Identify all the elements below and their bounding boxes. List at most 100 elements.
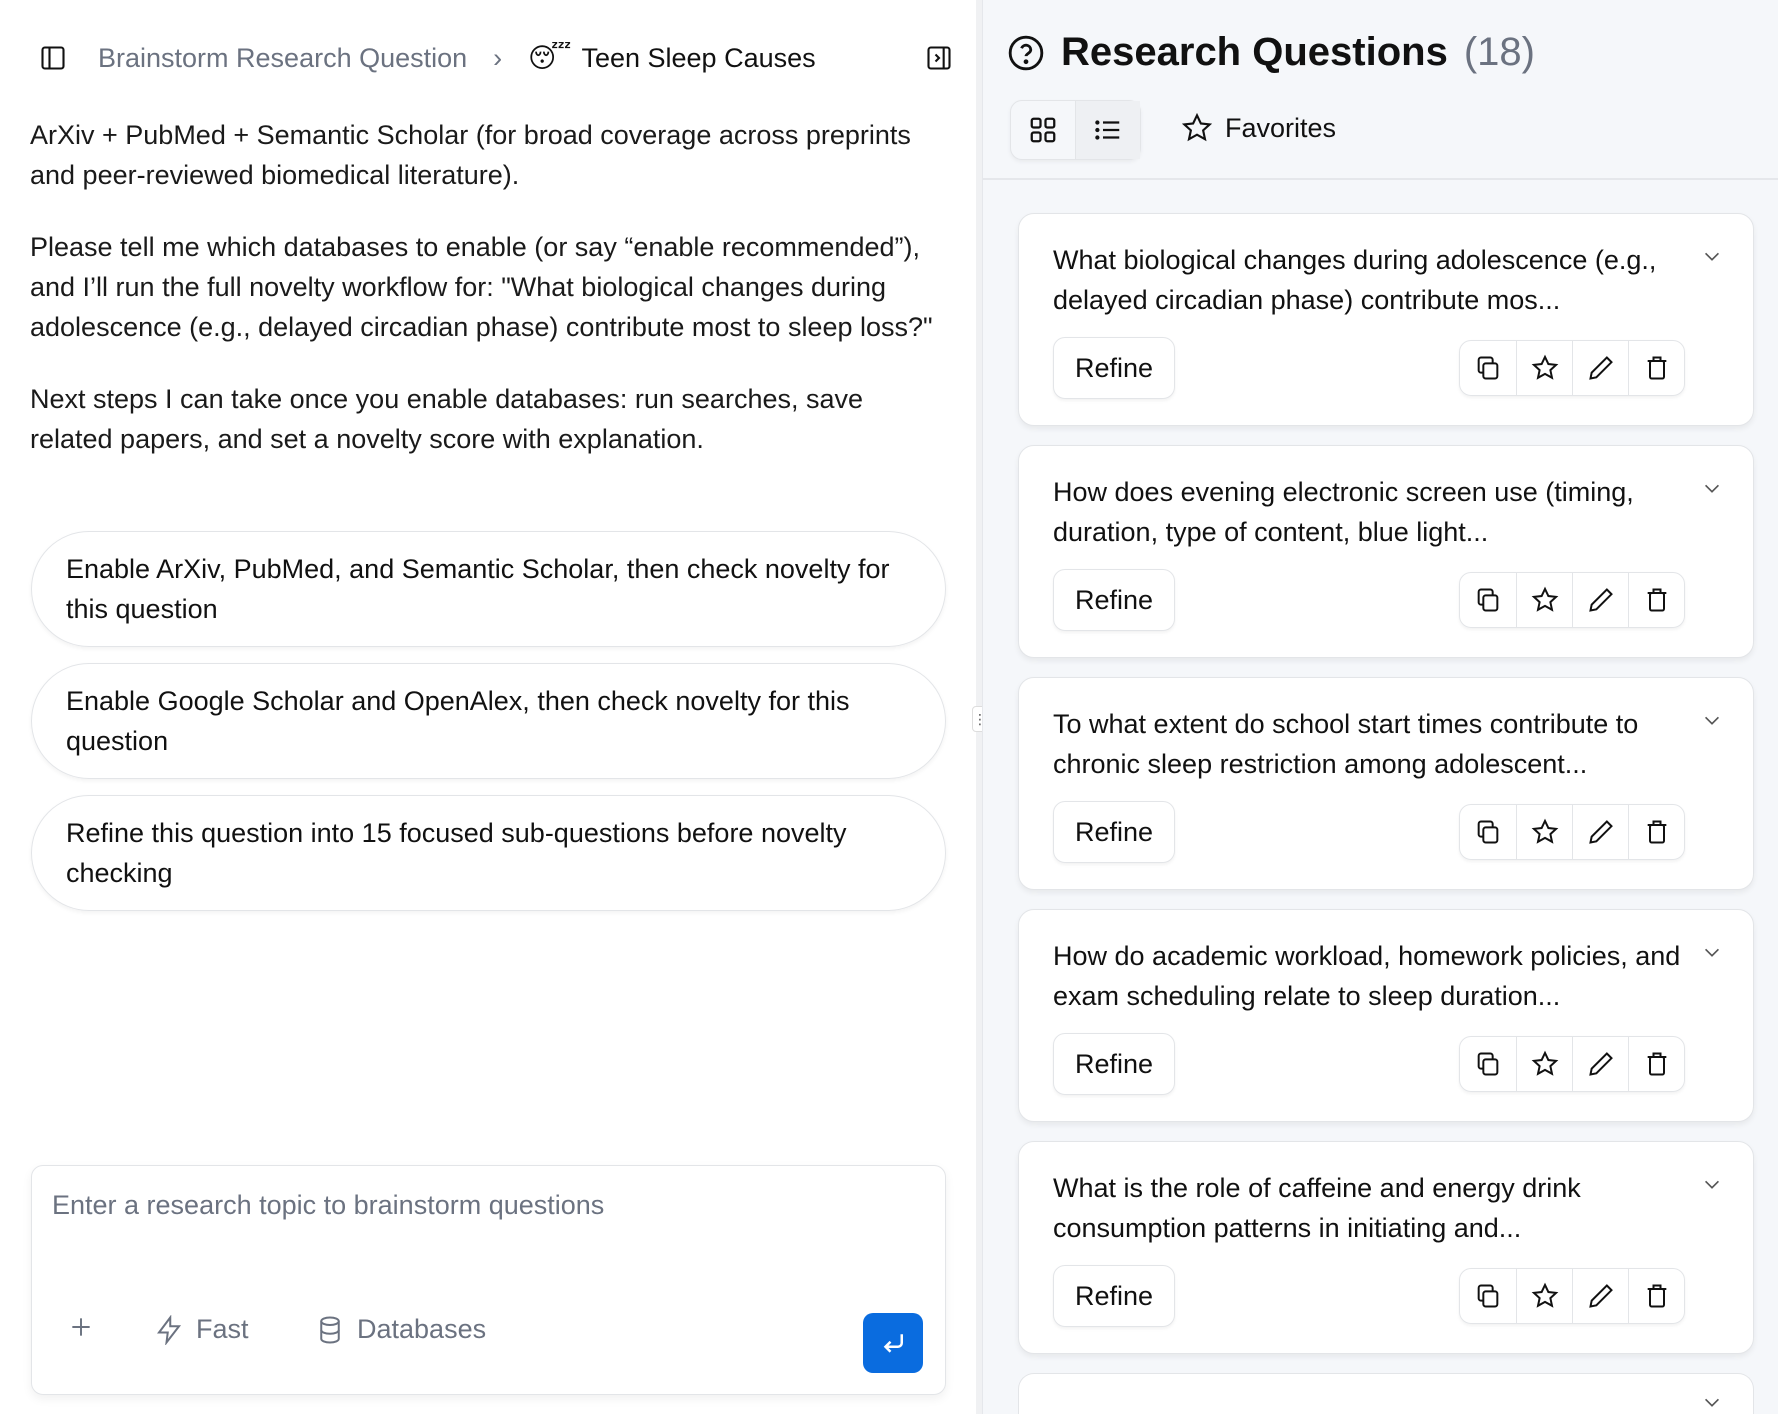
suggestion-chip[interactable]: Refine this question into 15 focused sub… [31,795,946,911]
chevron-down-icon[interactable] [1701,1392,1723,1414]
edit-button[interactable] [1572,1037,1628,1091]
edit-button[interactable] [1572,341,1628,395]
message-paragraph: Please tell me which databases to enable… [30,232,933,342]
message-paragraph: Next steps I can take once you enable da… [30,384,864,454]
question-card[interactable]: How does evening electronic screen use (… [1018,445,1754,658]
star-icon [1531,586,1559,614]
copy-icon [1474,1282,1502,1310]
chevron-down-icon[interactable] [1701,1174,1723,1196]
grid-icon [1030,117,1056,143]
question-card[interactable]: To what extent do school start times con… [1018,677,1754,890]
pencil-icon [1587,818,1615,846]
question-card[interactable] [1018,1373,1754,1414]
favorite-button[interactable] [1516,341,1572,395]
list-view-button[interactable] [1075,101,1140,159]
star-icon [1531,354,1559,382]
delete-button[interactable] [1628,1037,1684,1091]
refine-button[interactable]: Refine [1053,337,1176,399]
sidebar-toggle-icon[interactable] [38,43,68,73]
refine-button[interactable]: Refine [1053,569,1176,631]
favorite-button[interactable] [1516,573,1572,627]
add-button[interactable] [68,1314,94,1340]
send-button[interactable] [863,1313,923,1373]
refine-button[interactable]: Refine [1053,1033,1176,1095]
favorite-button[interactable] [1516,1037,1572,1091]
copy-button[interactable] [1460,573,1516,627]
question-text: To what extent do school start times con… [1053,709,1639,779]
chevron-down-icon[interactable] [1701,246,1723,268]
card-actions [1459,340,1685,396]
database-icon [320,1316,340,1344]
topic-input[interactable] [52,1190,912,1221]
question-text: How do academic workload, homework polic… [1053,941,1681,1011]
trash-icon [1643,354,1671,382]
view-toggle [1010,100,1141,160]
pencil-icon [1587,354,1615,382]
message-paragraph: ArXiv + PubMed + Semantic Scholar (for b… [30,120,911,190]
edit-button[interactable] [1572,1269,1628,1323]
edit-button[interactable] [1572,573,1628,627]
breadcrumb: Brainstorm Research Question › 😴 Teen Sl… [38,34,954,82]
pencil-icon [1587,586,1615,614]
suggestion-chip[interactable]: Enable Google Scholar and OpenAlex, then… [31,663,946,779]
card-actions [1459,804,1685,860]
pencil-icon [1587,1050,1615,1078]
panel-collapse-icon[interactable] [924,43,954,73]
card-actions [1459,1036,1685,1092]
chevron-down-icon[interactable] [1701,942,1723,964]
suggestion-chip[interactable]: Enable ArXiv, PubMed, and Semantic Schol… [31,531,946,647]
star-icon [1531,818,1559,846]
composer: Fast Databases [31,1165,946,1395]
delete-button[interactable] [1628,1269,1684,1323]
pencil-icon [1587,1282,1615,1310]
trash-icon [1643,818,1671,846]
trash-icon [1643,1050,1671,1078]
grid-view-button[interactable] [1011,101,1075,159]
chevron-right-icon: › [493,42,503,73]
lightning-icon [157,1314,182,1345]
panel-title: Research Questions [1061,30,1448,74]
breadcrumb-current: Teen Sleep Causes [581,42,816,73]
research-questions-panel: Research Questions (18) Favorites What b… [982,0,1778,1414]
favorite-button[interactable] [1516,1269,1572,1323]
fast-mode-button[interactable]: Fast [154,1314,249,1345]
list-icon [1095,120,1120,140]
copy-icon [1474,1050,1502,1078]
header-divider [983,178,1778,180]
delete-button[interactable] [1628,805,1684,859]
copy-icon [1474,354,1502,382]
star-icon [1531,1050,1559,1078]
databases-label: Databases [357,1314,487,1344]
question-circle-icon [1008,35,1044,70]
card-actions [1459,572,1685,628]
chat-panel: Brainstorm Research Question › 😴 Teen Sl… [30,34,954,1395]
assistant-message: ArXiv + PubMed + Semantic Scholar (for b… [30,115,950,491]
refine-button[interactable]: Refine [1053,1265,1176,1327]
favorites-filter[interactable]: Favorites [1181,112,1336,144]
chevron-down-icon[interactable] [1701,478,1723,500]
question-text: What is the role of caffeine and energy … [1053,1173,1581,1243]
copy-button[interactable] [1460,805,1516,859]
fast-label: Fast [196,1314,249,1344]
copy-button[interactable] [1460,1037,1516,1091]
delete-button[interactable] [1628,573,1684,627]
breadcrumb-parent[interactable]: Brainstorm Research Question [98,42,468,73]
copy-button[interactable] [1460,341,1516,395]
copy-icon [1474,818,1502,846]
question-text: How does evening electronic screen use (… [1053,477,1634,547]
enter-icon [883,1334,903,1353]
databases-button[interactable]: Databases [315,1314,486,1345]
question-card[interactable]: What biological changes during adolescen… [1018,213,1754,426]
trash-icon [1643,586,1671,614]
question-card[interactable]: How do academic workload, homework polic… [1018,909,1754,1122]
question-card[interactable]: What is the role of caffeine and energy … [1018,1141,1754,1354]
edit-button[interactable] [1572,805,1628,859]
question-text: What biological changes during adolescen… [1053,245,1657,315]
delete-button[interactable] [1628,341,1684,395]
chevron-down-icon[interactable] [1701,710,1723,732]
refine-button[interactable]: Refine [1053,801,1176,863]
favorite-button[interactable] [1516,805,1572,859]
favorites-label: Favorites [1225,112,1337,143]
copy-button[interactable] [1460,1269,1516,1323]
star-icon [1181,112,1213,142]
